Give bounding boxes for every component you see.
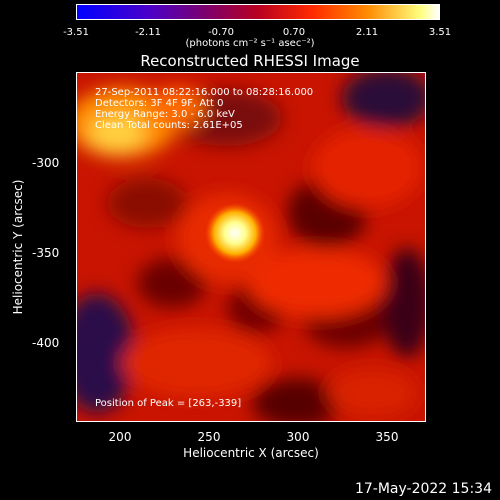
y-axis-label: Heliocentric Y (arcsec): [11, 179, 25, 315]
info-time-range: 27-Sep-2011 08:22:16.000 to 08:28:16.000: [95, 87, 314, 98]
colorbar-tick: -2.11: [135, 27, 161, 38]
colorbar-tick: 0.70: [282, 27, 306, 38]
x-tick-label: 350: [375, 430, 399, 444]
plot-title: Reconstructed RHESSI Image: [140, 52, 360, 70]
info-energy-range: Energy Range: 3.0 - 6.0 keV: [95, 109, 235, 120]
info-peak-position: Position of Peak = [263,-339]: [95, 398, 242, 409]
colorbar-tick: -3.51: [63, 27, 89, 38]
y-tick-label: -400: [32, 336, 60, 350]
x-tick-label: 300: [286, 430, 310, 444]
y-tick-label: -300: [32, 156, 60, 170]
info-detectors: Detectors: 3F 4F 9F, Att 0: [95, 98, 224, 109]
colorbar-tick: 2.11: [355, 27, 379, 38]
colorbar-units: (photons cm⁻² s⁻¹ asec⁻²): [185, 38, 315, 49]
y-tick-label: -350: [32, 246, 60, 260]
colorbar-tick: 3.51: [428, 27, 452, 38]
info-total-counts: Clean Total counts: 2.61E+05: [95, 120, 243, 131]
x-axis-label: Heliocentric X (arcsec): [183, 446, 319, 460]
x-tick-label: 250: [197, 430, 221, 444]
colorbar: [76, 4, 440, 20]
timestamp: 17-May-2022 15:34: [354, 481, 492, 497]
x-tick-label: 200: [108, 430, 132, 444]
peak-source: [205, 203, 265, 263]
rhessi-image: [76, 72, 426, 422]
colorbar-tick: -0.70: [208, 27, 234, 38]
